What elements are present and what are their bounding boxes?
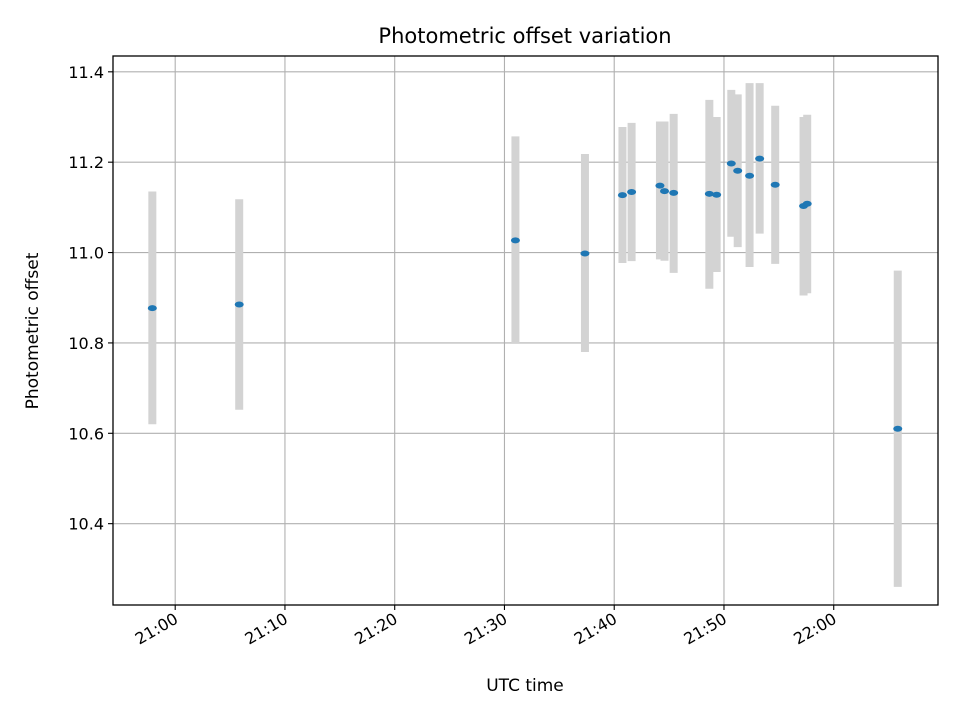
data-points bbox=[147, 155, 903, 432]
grid-lines bbox=[113, 56, 938, 605]
data-point bbox=[617, 192, 627, 199]
plot-frame bbox=[112, 55, 939, 606]
data-point bbox=[580, 250, 590, 257]
data-point bbox=[234, 301, 244, 308]
data-point bbox=[510, 237, 520, 244]
data-point bbox=[147, 305, 157, 312]
data-point bbox=[660, 188, 670, 195]
data-point bbox=[704, 190, 714, 197]
x-axis-label: UTC time bbox=[486, 676, 564, 696]
data-point bbox=[733, 167, 743, 174]
y-tick-label: 10.6 bbox=[68, 424, 104, 443]
data-point bbox=[745, 172, 755, 179]
data-point bbox=[669, 189, 679, 196]
data-point bbox=[770, 181, 780, 188]
chart-title: Photometric offset variation bbox=[378, 24, 671, 48]
data-point bbox=[893, 425, 903, 432]
data-point bbox=[655, 182, 665, 189]
y-axis-label: Photometric offset bbox=[23, 252, 43, 409]
y-tick-label: 10.4 bbox=[68, 515, 104, 534]
data-point bbox=[755, 155, 765, 162]
data-point bbox=[712, 191, 722, 198]
data-point bbox=[627, 189, 637, 196]
y-tick-label: 11.2 bbox=[68, 153, 104, 172]
y-axis-ticks: 10.4 10.6 10.8 11.0 11.2 11.4 bbox=[68, 63, 113, 534]
data-point bbox=[802, 200, 812, 207]
y-tick-label: 11.4 bbox=[68, 63, 104, 82]
y-tick-label: 10.8 bbox=[68, 334, 104, 353]
data-point bbox=[726, 160, 736, 167]
y-tick-label: 11.0 bbox=[68, 244, 104, 263]
